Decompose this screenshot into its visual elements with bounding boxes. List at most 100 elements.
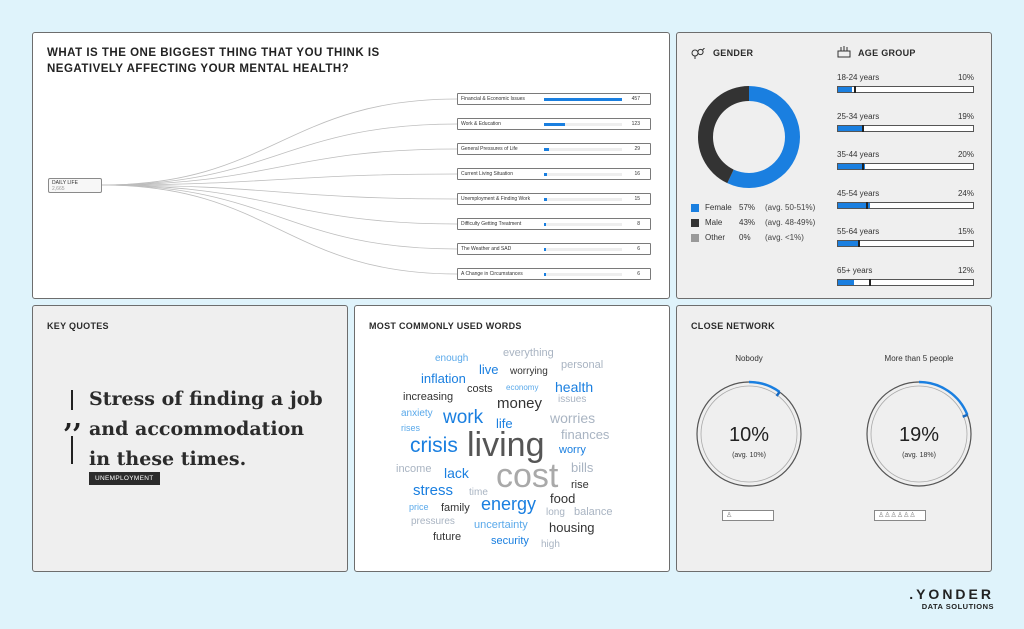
tree-node-count: 15	[634, 196, 640, 202]
age-row: 65+ years 12%	[837, 266, 974, 296]
cloud-word: rise	[571, 479, 589, 491]
age-avg-marker	[858, 240, 860, 247]
gauge-tick	[775, 391, 781, 397]
cloud-word: issues	[558, 394, 587, 405]
tree-node-bar	[544, 273, 546, 276]
network-title: CLOSE NETWORK	[691, 321, 775, 331]
cloud-word: worrying	[510, 366, 548, 377]
quotes-title: KEY QUOTES	[47, 321, 109, 331]
age-pct: 24%	[957, 188, 974, 198]
tree-node[interactable]: Unemployment & Finding Work 15	[457, 193, 651, 205]
gender-icon	[691, 46, 705, 59]
cloud-word: live	[479, 362, 499, 377]
cloud-word: future	[433, 531, 462, 543]
gauge-pct: 19%	[898, 424, 940, 446]
gauge-label: Nobody	[735, 354, 763, 363]
tree-node-label: Difficulty Getting Treatment	[461, 221, 522, 227]
age-label: 65+ years	[837, 265, 873, 275]
cloud-word: price	[409, 502, 429, 512]
cloud-word: finances	[561, 427, 610, 442]
tree-node-label: Unemployment & Finding Work	[461, 196, 531, 202]
cloud-word: uncertainty	[474, 519, 528, 531]
cloud-word: cost	[496, 457, 559, 495]
age-pct: 20%	[957, 150, 974, 159]
cloud-word: long	[546, 507, 565, 518]
cloud-word: income	[396, 463, 432, 475]
demographics-panel: GENDER Female 57% (avg. 50-51%) Male 43% (avg…	[676, 32, 992, 299]
tree-connectors	[101, 98, 458, 275]
tree-node[interactable]: A Change in Circumstances 6	[457, 268, 651, 280]
tree-link	[101, 184, 458, 225]
tree-node-count: 6	[637, 271, 640, 277]
tree-node-label: Current Living Situation	[461, 171, 513, 177]
root-node[interactable]: DAILY LIFE 2,665	[48, 178, 102, 193]
tree-link	[101, 98, 458, 186]
age-bar	[837, 278, 974, 286]
tree-node-count: 29	[634, 146, 640, 152]
age-bar-fill	[838, 164, 865, 169]
cloud-word: food	[550, 491, 576, 506]
cloud-word: everything	[503, 347, 554, 359]
cloud-word: high	[541, 539, 560, 550]
tree-node[interactable]: Work & Education 123	[457, 118, 651, 130]
tree-node-count: 123	[631, 121, 640, 127]
age-label: 25-34 years	[837, 111, 880, 121]
cloud-word: enough	[435, 353, 469, 364]
tree-node-count: 8	[637, 221, 640, 227]
cloud-word: health	[555, 379, 594, 395]
tree-node[interactable]: Current Living Situation 16	[457, 168, 651, 180]
gauge-inner-ring	[870, 385, 968, 483]
tree-node-count: 16	[634, 171, 640, 177]
tree-node-label: Work & Education	[461, 121, 501, 127]
age-bar-fill	[838, 125, 864, 131]
age-bar-fill	[838, 241, 859, 246]
cloud-word: costs	[467, 383, 493, 395]
quote-tag: UNEMPLOYMENT	[89, 472, 160, 485]
age-bar-fill	[838, 279, 855, 285]
tree-node[interactable]: General Pressures of Life 29	[457, 143, 651, 155]
person-icons: ♙	[722, 510, 774, 521]
gauge-arc	[918, 380, 969, 416]
cloud-word: increasing	[403, 391, 454, 403]
legend-pct: 0%	[739, 233, 751, 242]
tree-node-track	[544, 123, 622, 126]
cloud-word: personal	[561, 359, 604, 371]
legend-pct: 43%	[739, 218, 756, 227]
tree-node-track	[544, 98, 622, 101]
age-bar	[837, 163, 974, 170]
age-pct: 12%	[957, 265, 974, 275]
gauge-arc	[748, 380, 781, 393]
tree-node[interactable]: Financial & Economic Issues 457	[457, 93, 651, 105]
tree-node-bar	[544, 198, 547, 201]
tree-node-label: Financial & Economic Issues	[461, 96, 525, 102]
age-row: 45-54 years 24%	[837, 189, 974, 219]
age-bar	[837, 124, 974, 132]
cloud-word: security	[491, 535, 529, 547]
gauge-inner-ring	[700, 385, 798, 483]
quote-text: Stress of finding a job and accommodatio…	[89, 388, 323, 470]
age-row: 18-24 years 10%	[837, 73, 974, 103]
quote-rule-top	[71, 390, 73, 410]
cloud-word: worries	[550, 410, 596, 426]
legend-swatch	[691, 204, 699, 212]
cloud-word: bills	[571, 460, 594, 475]
gauge-label: More than 5 people	[884, 354, 954, 363]
tree-node[interactable]: Difficulty Getting Treatment 8	[457, 218, 651, 230]
tree-link	[101, 184, 458, 250]
cloud-word: life	[496, 416, 513, 431]
donut-slice-female[interactable]	[727, 86, 800, 188]
tree-node-bar	[544, 223, 546, 226]
question-title: WHAT IS THE ONE BIGGEST THING THAT YOU T…	[47, 47, 380, 75]
cloud-word: time	[469, 487, 488, 498]
cloud-word: rises	[401, 423, 421, 433]
tree-node[interactable]: The Weather and SAD 6	[457, 243, 651, 255]
network-panel: CLOSE NETWORK Nobody 10% (avg. 10%) ♙ More t…	[676, 305, 992, 572]
gauge-ring	[866, 380, 972, 487]
tree-node-label: General Pressures of Life	[461, 146, 518, 152]
person-icons: ♙♙♙♙♙♙	[874, 510, 926, 521]
donut-slice-male[interactable]	[698, 86, 749, 184]
legend-swatch	[691, 234, 699, 242]
cloud-word: housing	[549, 520, 595, 535]
tree-link	[101, 184, 458, 275]
cloud-word: work	[443, 407, 484, 428]
